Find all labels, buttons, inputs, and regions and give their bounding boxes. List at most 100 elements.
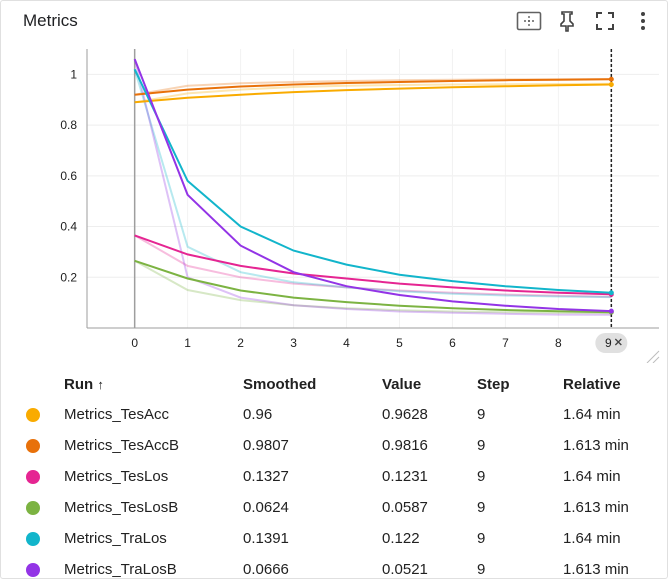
run-name: Metrics_TesLos <box>64 468 169 485</box>
run-color-cell <box>25 554 63 585</box>
resize-handle-icon <box>646 350 660 363</box>
relative-time: 1.613 min <box>563 561 629 578</box>
header-run[interactable]: Run ↑ <box>63 369 242 399</box>
more-vert-icon <box>641 12 645 30</box>
header-value[interactable]: Value <box>382 375 422 393</box>
fit-domain-icon <box>516 11 542 31</box>
x-tick-label: 1 <box>184 336 191 350</box>
step-value: 9 <box>477 561 486 578</box>
table-row[interactable]: Metrics_TraLosB 0.0666 0.0521 9 1.613 min <box>25 554 665 585</box>
table-header-row: Run ↑ Smoothed Value Step Relative <box>25 369 665 399</box>
hover-x-pill <box>595 333 628 353</box>
card-toolbar <box>515 7 657 35</box>
hover-point <box>608 82 614 88</box>
relative-time: 1.64 min <box>563 468 621 485</box>
series-smoothed-line <box>133 68 612 294</box>
raw-value: 0.1231 <box>382 468 428 485</box>
y-tick-label: 0.4 <box>60 220 77 234</box>
pin-icon <box>560 11 574 32</box>
smoothed-value: 0.0624 <box>243 499 289 516</box>
run-name: Metrics_TraLosB <box>64 561 177 578</box>
x-tick-label: 4 <box>343 336 350 350</box>
smoothed-value: 0.0666 <box>243 561 289 578</box>
smoothed-value: 0.1391 <box>243 530 289 547</box>
fullscreen-button[interactable] <box>591 7 619 35</box>
x-tick-label: 6 <box>449 336 456 350</box>
table-row[interactable]: Metrics_TesAcc 0.96 0.9628 9 1.64 min <box>25 399 665 430</box>
step-value: 9 <box>477 499 486 516</box>
run-color-dot <box>26 470 40 485</box>
hover-point <box>608 76 614 82</box>
hover-point <box>608 308 614 314</box>
hover-point <box>608 290 614 296</box>
header-color <box>25 369 63 399</box>
y-tick-label: 1 <box>70 67 77 81</box>
smoothed-value: 0.1327 <box>243 468 289 485</box>
series-smoothed-line <box>134 78 612 96</box>
series-raw-line <box>134 234 612 298</box>
run-color-cell <box>25 523 63 554</box>
header-step[interactable]: Step <box>477 375 510 393</box>
y-tick-label: 0.6 <box>60 169 77 183</box>
table-row[interactable]: Metrics_TesAccB 0.9807 0.9816 9 1.613 min <box>25 430 665 461</box>
series-raw-line <box>133 69 612 299</box>
run-name: Metrics_TesAcc <box>64 406 170 423</box>
series-raw-line <box>134 259 612 315</box>
run-color-dot <box>26 408 40 423</box>
relative-time: 1.64 min <box>563 406 621 423</box>
step-value: 9 <box>477 406 486 423</box>
fit-domain-button[interactable] <box>515 7 543 35</box>
x-tick-label: 5 <box>396 336 403 350</box>
sort-arrow-icon: ↑ <box>97 376 104 392</box>
step-value: 9 <box>477 437 486 454</box>
fullscreen-icon <box>596 12 614 30</box>
step-value: 9 <box>477 530 486 547</box>
y-tick-label: 0.2 <box>60 270 77 284</box>
raw-value: 0.122 <box>382 530 420 547</box>
series-smoothed-line <box>134 234 612 296</box>
run-color-dot <box>26 532 40 547</box>
header-smoothed[interactable]: Smoothed <box>243 375 317 393</box>
raw-value: 0.0587 <box>382 499 428 516</box>
x-tick-label: 2 <box>237 336 244 350</box>
series-raw-line <box>133 58 612 316</box>
smoothed-value: 0.9807 <box>243 437 289 454</box>
card-title: Metrics <box>23 11 78 30</box>
relative-time: 1.613 min <box>563 499 629 516</box>
series-raw-line <box>134 82 612 104</box>
run-color-cell <box>25 461 63 492</box>
run-name: Metrics_TesLosB <box>64 499 179 516</box>
y-tick-label: 0.8 <box>60 118 77 132</box>
line-chart[interactable]: 1 0.8 0.6 0.4 0.2 0 1 2 3 4 5 6 7 8 9 <box>1 41 669 363</box>
x-tick-label: 3 <box>290 336 297 350</box>
x-tick-label: 7 <box>502 336 509 350</box>
run-color-cell <box>25 399 63 430</box>
series-smoothed-line <box>133 58 612 313</box>
step-value: 9 <box>477 468 486 485</box>
run-color-cell <box>25 492 63 523</box>
run-color-dot <box>26 563 40 578</box>
more-options-button[interactable] <box>629 7 657 35</box>
x-tick-label: 8 <box>555 336 562 350</box>
table-row[interactable]: Metrics_TesLosB 0.0624 0.0587 9 1.613 min <box>25 492 665 523</box>
run-name: Metrics_TesAccB <box>64 437 180 454</box>
pin-button[interactable] <box>553 7 581 35</box>
header-run-label: Run <box>64 375 94 393</box>
series-smoothed-line <box>134 83 612 104</box>
table-row[interactable]: Metrics_TesLos 0.1327 0.1231 9 1.64 min <box>25 461 665 492</box>
header-relative[interactable]: Relative <box>563 375 621 393</box>
run-name: Metrics_TraLos <box>64 530 167 547</box>
close-icon <box>614 338 622 346</box>
run-color-cell <box>25 430 63 461</box>
table-row[interactable]: Metrics_TraLos 0.1391 0.122 9 1.64 min <box>25 523 665 554</box>
raw-value: 0.9628 <box>382 406 428 423</box>
smoothed-value: 0.96 <box>243 406 273 423</box>
hover-x-label: 9 <box>605 336 612 350</box>
run-color-dot <box>26 501 40 516</box>
raw-value: 0.9816 <box>382 437 428 454</box>
run-color-dot <box>26 439 40 454</box>
runs-table: Run ↑ Smoothed Value Step Relative Metri… <box>25 369 665 585</box>
relative-time: 1.613 min <box>563 437 629 454</box>
relative-time: 1.64 min <box>563 530 621 547</box>
